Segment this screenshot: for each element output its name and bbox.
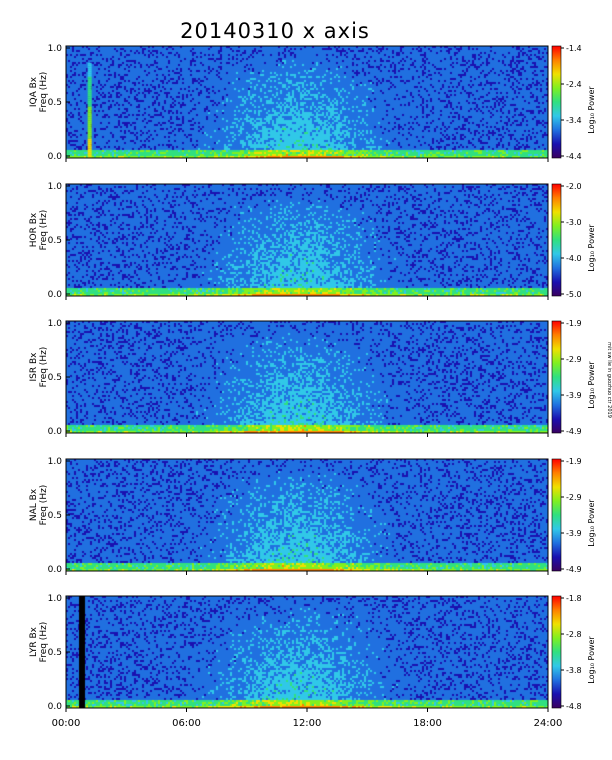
ytick-label: 0.5: [48, 236, 62, 246]
colorbar-tick-label: -1.9: [566, 457, 582, 466]
panel-iqa: 1.0 0.5 0.0 IQA Bx Freq (Hz) -1.4 -2.4 -3.4 -4.4…: [29, 44, 596, 162]
colorbar-tick-label: -4.8: [566, 702, 582, 711]
ytick-label: 0.0: [48, 565, 63, 575]
freq-axis-label: Freq (Hz): [39, 347, 49, 388]
spectrogram-image: [66, 596, 548, 708]
panel-hor: 1.0 0.5 0.0 HOR Bx Freq (Hz) -2.0 -3.0 -4.0 -5.0…: [29, 182, 596, 300]
colorbar: [551, 458, 562, 572]
xtick-label: 24:00: [534, 718, 563, 729]
ytick-label: 0.0: [48, 702, 63, 712]
ytick-label: 0.0: [48, 152, 63, 162]
colorbar-tick-label: -2.4: [566, 80, 582, 89]
xtick-label: 18:00: [413, 718, 442, 729]
colorbar-tick-label: -3.9: [566, 391, 582, 400]
spectrogram-image: [66, 184, 548, 296]
freq-axis-label: Freq (Hz): [39, 622, 49, 663]
station-label: NAL Bx: [29, 488, 39, 521]
ytick-label: 0.5: [48, 511, 62, 521]
colorbar-tick-label: -1.4: [566, 44, 582, 53]
colorbar-label: Log₁₀ Power: [587, 224, 596, 272]
ytick-label: 1.0: [48, 182, 63, 192]
colorbar-tick-label: -2.8: [566, 630, 582, 639]
colorbar-label: Log₁₀ Power: [587, 499, 596, 547]
freq-axis-label: Freq (Hz): [39, 72, 49, 113]
panel-lyr: 1.0 0.5 0.0 LYR Bx Freq (Hz) -1.8 -2.8 -3.8 -4.8…: [29, 594, 596, 712]
colorbar-tick-label: -4.9: [566, 427, 582, 436]
colorbar-tick-label: -4.9: [566, 565, 582, 574]
station-label: ISR Bx: [29, 352, 39, 382]
xtick-label: 00:00: [52, 718, 81, 729]
freq-axis-label: Freq (Hz): [39, 485, 49, 526]
station-label: IQA Bx: [29, 76, 39, 107]
colorbar-tick-label: -1.9: [566, 319, 582, 328]
time-axis: 00:00 06:00 12:00 18:00 24:00: [52, 718, 563, 729]
colorbar: [551, 320, 562, 434]
ytick-label: 0.5: [48, 648, 62, 658]
spectrogram-image: [66, 46, 548, 158]
colorbar: [551, 183, 562, 297]
ytick-label: 1.0: [48, 594, 63, 604]
colorbar-tick-label: -4.0: [566, 254, 582, 263]
spectrogram-image: [66, 321, 548, 433]
colorbar-tick-label: -2.9: [566, 493, 582, 502]
ytick-label: 1.0: [48, 319, 63, 329]
station-label: LYR Bx: [29, 626, 39, 657]
station-label: HOR Bx: [29, 212, 39, 247]
spectrogram-image: [66, 459, 548, 571]
colorbar-tick-label: -1.8: [566, 594, 582, 603]
colorbar-tick-label: -3.8: [566, 666, 582, 675]
colorbar-tick-label: -2.9: [566, 355, 582, 364]
ytick-label: 0.0: [48, 290, 63, 300]
panel-isr: 1.0 0.5 0.0 ISR Bx Freq (Hz) -1.9 -2.9 -3.9 -4.9…: [29, 319, 596, 437]
colorbar: [551, 45, 562, 159]
figure-title: 20140310 x axis: [180, 19, 370, 43]
panel-nal: 1.0 0.5 0.0 NAL Bx Freq (Hz) -1.9 -2.9 -3.9 -4.9…: [29, 457, 596, 575]
colorbar-tick-label: -4.4: [566, 152, 582, 161]
ytick-label: 0.0: [48, 427, 63, 437]
ytick-label: 0.5: [48, 373, 62, 383]
colorbar-tick-label: -5.0: [566, 290, 582, 299]
ytick-label: 1.0: [48, 44, 63, 54]
side-note: mit sw lie in guozhuo ctr 2019: [606, 342, 612, 418]
colorbar: [551, 595, 562, 709]
colorbar-tick-label: -2.0: [566, 182, 582, 191]
ytick-label: 1.0: [48, 457, 63, 467]
colorbar-tick-label: -3.0: [566, 218, 582, 227]
xtick-label: 06:00: [172, 718, 201, 729]
colorbar-label: Log₁₀ Power: [587, 361, 596, 409]
freq-axis-label: Freq (Hz): [39, 210, 49, 251]
colorbar-tick-label: -3.9: [566, 529, 582, 538]
ytick-label: 0.5: [48, 98, 62, 108]
colorbar-tick-label: -3.4: [566, 116, 582, 125]
colorbar-label: Log₁₀ Power: [587, 636, 596, 684]
xtick-label: 12:00: [293, 718, 322, 729]
colorbar-label: Log₁₀ Power: [587, 86, 596, 134]
